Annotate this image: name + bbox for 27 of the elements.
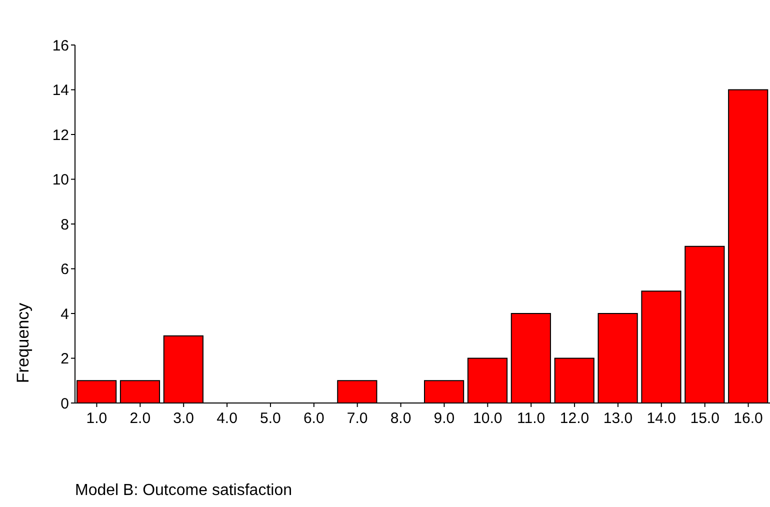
x-tick-label: 2.0: [130, 410, 151, 427]
x-tick-label: 5.0: [260, 410, 281, 427]
y-tick-label: 8: [60, 216, 69, 234]
x-tick-label: 11.0: [517, 410, 546, 427]
x-tick-label: 13.0: [603, 410, 633, 427]
y-tick-label: 12: [52, 126, 69, 144]
x-tick-label: 8.0: [390, 410, 412, 427]
y-tick-label: 16: [52, 37, 69, 54]
y-tick-label: 14: [52, 82, 69, 100]
y-tick-label: 10: [52, 172, 69, 189]
x-tick-label: 15.0: [690, 410, 720, 427]
x-tick-label: 9.0: [434, 410, 455, 427]
x-tick-label: 14.0: [646, 410, 676, 427]
y-tick-label: 6: [60, 261, 69, 278]
x-tick-label: 6.0: [303, 410, 324, 427]
x-tick-label: 12.0: [560, 410, 590, 427]
x-axis-title: Model B: Outcome satisfaction: [75, 482, 292, 499]
x-tick-label: 10.0: [473, 410, 502, 427]
y-tick-label: 2: [60, 350, 69, 368]
x-tick-label: 16.0: [734, 410, 763, 427]
x-tick-label: 7.0: [346, 410, 368, 427]
x-tick-label: 4.0: [216, 410, 238, 427]
y-tick-label: 4: [60, 306, 69, 323]
y-axis-title: Frequency: [13, 302, 32, 384]
x-tick-label: 3.0: [173, 410, 194, 427]
y-tick-label: 0: [60, 395, 69, 412]
x-tick-label: 1.0: [86, 410, 108, 427]
